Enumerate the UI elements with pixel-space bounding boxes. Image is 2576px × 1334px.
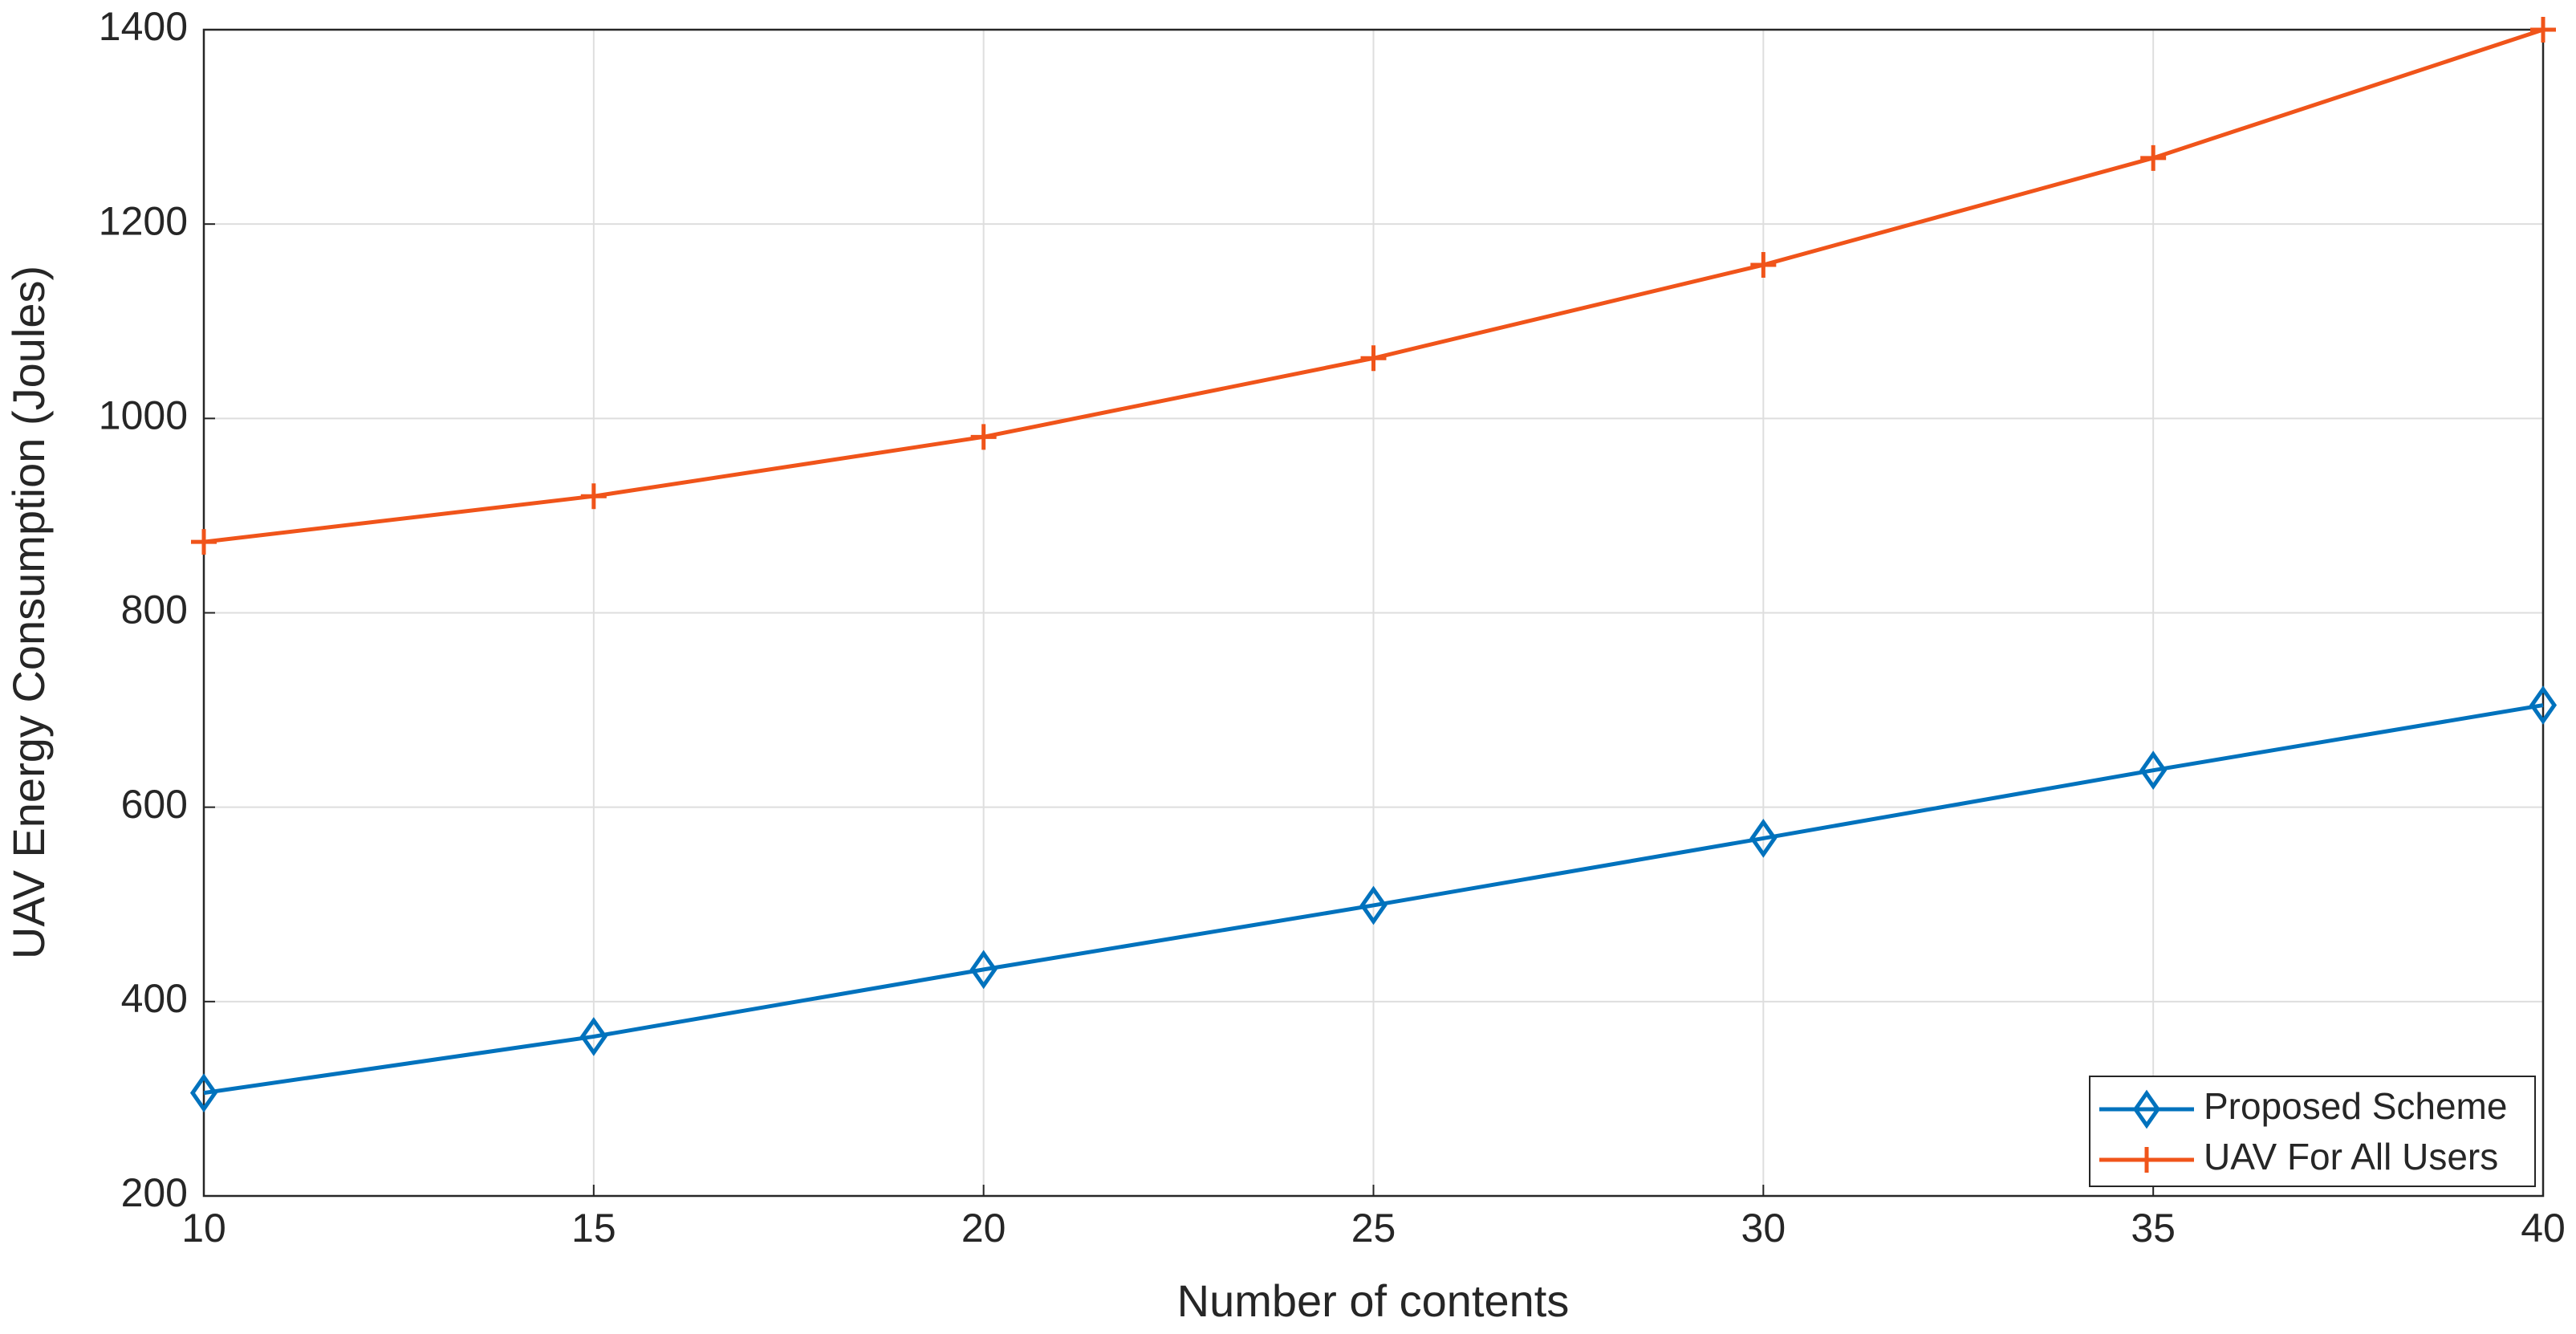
marker bbox=[2132, 1089, 2161, 1129]
marker bbox=[2530, 17, 2556, 43]
y-tick-label: 800 bbox=[121, 588, 188, 632]
marker bbox=[580, 483, 607, 510]
x-tick-label: 40 bbox=[2521, 1206, 2566, 1251]
marker bbox=[2140, 144, 2167, 171]
legend-label: Proposed Scheme bbox=[2204, 1085, 2507, 1127]
marker bbox=[579, 1017, 607, 1056]
y-axis-label: UAV Energy Consumption (Joules) bbox=[3, 266, 54, 959]
marker bbox=[1749, 819, 1778, 858]
series-line bbox=[203, 703, 2544, 1096]
x-tick-label: 10 bbox=[181, 1206, 226, 1251]
x-tick-label: 15 bbox=[571, 1206, 616, 1251]
y-tick-label: 1200 bbox=[99, 198, 188, 243]
marker bbox=[1360, 345, 1387, 372]
x-axis-label: Number of contents bbox=[1177, 1275, 1570, 1326]
y-tick-label: 1400 bbox=[99, 4, 188, 49]
marker bbox=[2134, 1147, 2160, 1173]
marker bbox=[191, 529, 217, 555]
y-tick-label: 200 bbox=[121, 1170, 188, 1215]
x-tick-label: 30 bbox=[1741, 1206, 1786, 1251]
marker bbox=[1750, 252, 1777, 279]
marker bbox=[2139, 750, 2168, 791]
y-tick-label: 400 bbox=[121, 976, 188, 1021]
legend-label: UAV For All Users bbox=[2204, 1136, 2498, 1177]
x-tick-label: 25 bbox=[1351, 1206, 1396, 1251]
y-tick-label: 1000 bbox=[99, 393, 188, 438]
marker bbox=[969, 950, 997, 990]
marker bbox=[1359, 885, 1388, 925]
legend-box bbox=[2089, 1076, 2536, 1187]
plot-frame bbox=[202, 28, 2545, 1198]
marker bbox=[970, 424, 997, 450]
marker bbox=[189, 1073, 218, 1113]
marker bbox=[2529, 685, 2558, 725]
x-tick-label: 20 bbox=[961, 1206, 1006, 1251]
x-tick-label: 35 bbox=[2131, 1206, 2176, 1251]
y-tick-label: 600 bbox=[121, 782, 188, 827]
